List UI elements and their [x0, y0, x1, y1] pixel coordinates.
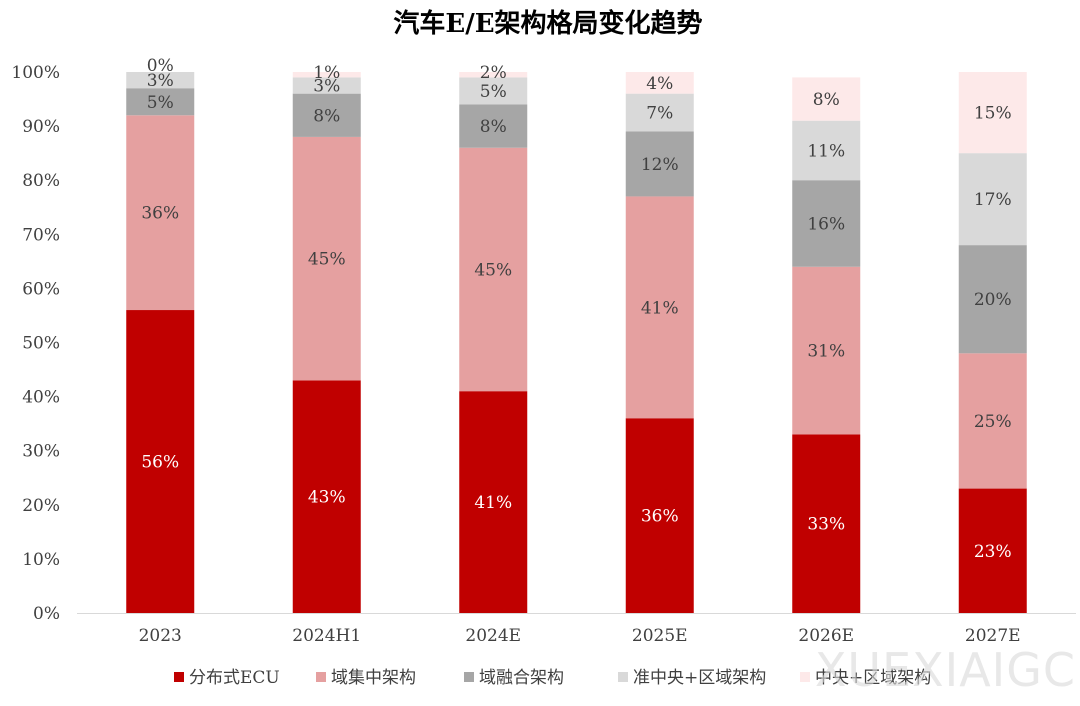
data-label: 36%	[141, 204, 179, 224]
legend-item: 分布式ECU	[174, 668, 280, 688]
data-label: 56%	[141, 453, 179, 473]
data-labels-layer: 56%36%5%3%0%43%45%8%3%1%41%45%8%5%2%36%4…	[141, 56, 1011, 562]
x-tick-label: 2025E	[632, 626, 688, 646]
legend-label: 分布式ECU	[189, 668, 280, 688]
bar-segment	[958, 72, 1027, 154]
bar-segment	[958, 153, 1027, 246]
y-tick-label: 0%	[33, 604, 60, 624]
data-label: 3%	[147, 71, 174, 91]
bar-segment	[625, 72, 694, 94]
bar-segment	[792, 120, 861, 181]
legend-label: 域融合架构	[479, 668, 564, 688]
x-tick-label: 2026E	[798, 626, 854, 646]
bar-segment	[292, 380, 361, 613]
y-tick-label: 10%	[22, 550, 60, 570]
legend-label: 域集中架构	[331, 668, 416, 688]
legend-label: 准中央+区域架构	[633, 668, 766, 688]
legend: 分布式ECU 域集中架构 域融合架构 准中央+区域架构 中央+区域架构	[174, 668, 931, 688]
data-label: 31%	[807, 342, 845, 362]
y-tick-label: 100%	[11, 63, 60, 83]
bar-segment	[126, 72, 195, 89]
data-label: 45%	[308, 250, 346, 270]
bar-segment	[792, 434, 861, 613]
data-label: 11%	[807, 141, 845, 161]
data-label: 41%	[474, 493, 512, 513]
bar-segment	[792, 77, 861, 121]
data-label: 25%	[974, 412, 1012, 432]
legend-swatch	[174, 672, 184, 682]
data-label: 8%	[313, 106, 340, 126]
watermark-text: XUEXIAIGC	[815, 643, 1076, 697]
y-tick-label: 60%	[22, 279, 60, 299]
x-tick-label: 2024H1	[292, 626, 361, 646]
legend-item: 准中央+区域架构	[618, 668, 766, 688]
legend-label: 中央+区域架构	[815, 668, 931, 688]
bar-segment	[958, 488, 1027, 613]
x-tick-label: 2023	[139, 626, 182, 646]
data-label: 12%	[641, 155, 679, 175]
bar-segment	[292, 93, 361, 137]
legend-item: 域集中架构	[316, 668, 416, 688]
data-label: 16%	[807, 214, 845, 234]
bar-segment	[459, 77, 528, 105]
data-label: 41%	[641, 298, 679, 318]
bar-segment	[459, 104, 528, 148]
bar-segment	[292, 72, 361, 78]
bar-segment	[459, 147, 528, 392]
bar-segment	[958, 245, 1027, 354]
data-label: 5%	[147, 93, 174, 113]
chart-title: 汽车E/E架构格局变化趋势	[393, 8, 702, 39]
bar-segment	[625, 196, 694, 419]
data-label: 23%	[974, 542, 1012, 562]
bar-segment	[126, 310, 195, 613]
bar-segment	[625, 93, 694, 132]
y-tick-label: 90%	[22, 117, 60, 137]
data-label: 2%	[480, 63, 507, 83]
legend-item: 域融合架构	[464, 668, 564, 688]
axis-layer: 0% 10% 20% 30% 40% 50% 60% 70% 80% 90% 100% 2023 202…	[11, 63, 1076, 646]
y-tick-label: 50%	[22, 334, 60, 354]
data-label: 3%	[313, 77, 340, 97]
legend-swatch	[618, 672, 628, 682]
data-label: 45%	[474, 260, 512, 280]
data-label: 0%	[147, 56, 174, 76]
data-label: 8%	[813, 90, 840, 110]
y-tick-label: 40%	[22, 388, 60, 408]
data-label: 5%	[480, 82, 507, 102]
legend-swatch	[464, 672, 474, 682]
bar-segment	[459, 72, 528, 78]
data-label: 33%	[807, 515, 845, 535]
bar-segment	[792, 266, 861, 435]
data-label: 17%	[974, 190, 1012, 210]
bar-segment	[292, 136, 361, 381]
data-label: 43%	[308, 488, 346, 508]
y-tick-label: 20%	[22, 496, 60, 516]
data-label: 7%	[646, 104, 673, 124]
data-label: 20%	[974, 290, 1012, 310]
data-label: 15%	[974, 104, 1012, 124]
data-label: 1%	[313, 63, 340, 83]
bar-segment	[958, 353, 1027, 489]
bar-segment	[292, 77, 361, 94]
bar-segment	[625, 131, 694, 197]
bars-layer	[126, 72, 1027, 613]
x-tick-label: 2024E	[465, 626, 521, 646]
bar-segment	[126, 115, 195, 311]
legend-swatch	[800, 672, 810, 682]
y-tick-label: 30%	[22, 442, 60, 462]
bar-segment	[459, 391, 528, 613]
x-tick-label: 2027E	[965, 626, 1021, 646]
bar-segment	[792, 180, 861, 267]
data-label: 4%	[646, 74, 673, 94]
bar-segment	[625, 418, 694, 613]
legend-swatch	[316, 672, 326, 682]
y-tick-label: 70%	[22, 225, 60, 245]
legend-item: 中央+区域架构	[800, 668, 931, 688]
data-label: 36%	[641, 507, 679, 527]
bar-segment	[126, 88, 195, 116]
data-label: 8%	[480, 117, 507, 137]
y-tick-label: 80%	[22, 171, 60, 191]
